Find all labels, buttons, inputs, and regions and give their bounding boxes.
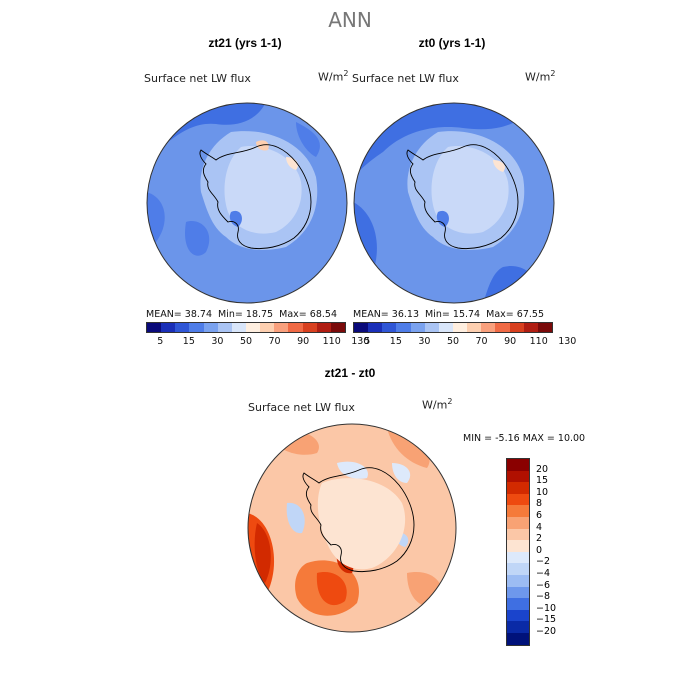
colorbar-swatch <box>507 574 529 587</box>
colorbar-tick-label: 15 <box>182 336 195 347</box>
colorbar-tick-label: 30 <box>418 336 431 347</box>
colorbar-swatch <box>161 323 176 332</box>
colorbar-diff <box>506 458 530 646</box>
colorbar-swatch <box>507 551 529 564</box>
colorbar-tick-label: −15 <box>536 614 557 626</box>
colorbar-tick-label: 0 <box>536 544 543 556</box>
colorbar-zt21 <box>146 322 346 333</box>
colorbar-tick-label: −10 <box>536 602 557 614</box>
colorbar-tick-label: 90 <box>504 336 517 347</box>
units-label-diff: W/m2 <box>422 397 453 412</box>
colorbar-swatch <box>523 323 538 332</box>
colorbar-tick-label: −4 <box>536 568 551 579</box>
colorbar-tick-label: 15 <box>389 336 402 347</box>
colorbar-swatch <box>452 323 468 332</box>
colorbar-tick-label: 10 <box>536 486 549 498</box>
colorbar-tick-label: −2 <box>536 556 551 568</box>
colorbar-swatch <box>507 528 529 541</box>
colorbar-swatch <box>245 323 261 332</box>
colorbar-tick-label: 30 <box>211 336 224 347</box>
colorbar-swatch <box>203 323 218 332</box>
colorbar-swatch <box>507 482 529 494</box>
colorbar-tick-label: 130 <box>351 336 370 347</box>
colorbar-swatch <box>302 323 317 332</box>
colorbar-tick-label: 110 <box>322 336 341 347</box>
colorbar-swatch <box>368 323 383 332</box>
colorbar-tick-label: −20 <box>536 626 557 637</box>
colorbar-tick-label: 4 <box>536 521 543 533</box>
stats-zt0: MEAN= 36.13 Min= 15.74 Max= 67.55 <box>353 309 544 320</box>
colorbar-ticks-zt21: 5 15 30 50 70 90 110 130 <box>146 336 369 348</box>
colorbar-swatch <box>189 323 204 332</box>
colorbar-swatch <box>330 323 345 332</box>
colorbar-swatch <box>507 609 529 622</box>
colorbar-swatch <box>467 323 482 332</box>
colorbar-tick-label: 8 <box>536 498 543 510</box>
colorbar-swatch <box>537 323 552 332</box>
units-label-zt0: W/m2 <box>525 69 556 84</box>
colorbar-ticks-zt0: 5 15 30 50 70 90 110 130 <box>353 336 576 348</box>
colorbar-tick-label: 6 <box>536 510 543 521</box>
colorbar-swatch <box>217 323 232 332</box>
colorbar-tick-label: 70 <box>475 336 488 347</box>
colorbar-swatch <box>507 586 529 599</box>
colorbar-tick-label: 20 <box>536 463 549 475</box>
units-label-zt21: W/m2 <box>318 69 349 84</box>
colorbar-swatch <box>288 323 303 332</box>
colorbar-swatch <box>507 621 529 633</box>
colorbar-labels-diff: 20 15 10 8 6 4 2 0 −2 −4 −6 −8 −10 −15 −20 <box>536 458 576 648</box>
colorbar-tick-label: −6 <box>536 579 551 591</box>
colorbar-zt0 <box>353 322 553 333</box>
colorbar-swatch <box>274 323 289 332</box>
variable-label-zt0: Surface net LW flux <box>352 72 459 85</box>
colorbar-swatch <box>354 323 369 332</box>
colorbar-swatch <box>231 323 246 332</box>
colorbar-swatch <box>424 323 439 332</box>
polar-map-diff <box>247 423 457 633</box>
stats-zt21: MEAN= 38.74 Min= 18.75 Max= 68.54 <box>146 309 337 320</box>
polar-map-zt0 <box>353 102 555 304</box>
colorbar-swatch <box>481 323 496 332</box>
stats-diff: MIN = -5.16 MAX = 10.00 <box>463 433 586 444</box>
colorbar-tick-label: 50 <box>239 336 253 347</box>
colorbar-swatch <box>507 563 529 575</box>
colorbar-swatch <box>509 323 524 332</box>
colorbar-swatch <box>507 459 529 471</box>
panel-title-zt0: zt0 (yrs 1-1) <box>418 36 486 50</box>
colorbar-swatch <box>507 516 529 529</box>
colorbar-swatch <box>507 632 529 645</box>
colorbar-swatch <box>495 323 510 332</box>
colorbar-tick-label: 5 <box>157 336 164 347</box>
colorbar-swatch <box>438 323 453 332</box>
polar-map-zt21 <box>146 102 348 304</box>
colorbar-swatch <box>382 323 397 332</box>
colorbar-swatch <box>507 598 529 610</box>
colorbar-swatch <box>507 493 529 506</box>
panel-title-zt21: zt21 (yrs 1-1) <box>208 36 282 50</box>
colorbar-swatch <box>507 470 529 483</box>
colorbar-swatch <box>507 505 529 517</box>
colorbar-tick-label: −8 <box>536 591 551 603</box>
colorbar-tick-label: 130 <box>558 336 577 347</box>
colorbar-tick-label: 15 <box>536 475 549 487</box>
colorbar-swatch <box>396 323 411 332</box>
colorbar-swatch <box>260 323 275 332</box>
variable-label-diff: Surface net LW flux <box>248 401 355 414</box>
colorbar-swatch <box>507 540 529 552</box>
colorbar-tick-label: 90 <box>297 336 310 347</box>
colorbar-swatch <box>410 323 425 332</box>
page-title: ANN <box>328 8 372 32</box>
colorbar-tick-label: 70 <box>268 336 281 347</box>
colorbar-swatch <box>316 323 331 332</box>
colorbar-tick-label: 2 <box>536 533 543 545</box>
colorbar-tick-label: 5 <box>364 336 371 347</box>
panel-title-diff: zt21 - zt0 <box>324 366 376 380</box>
colorbar-tick-label: 50 <box>446 336 460 347</box>
colorbar-tick-label: 110 <box>529 336 548 347</box>
colorbar-swatch <box>147 323 162 332</box>
variable-label-zt21: Surface net LW flux <box>144 72 251 85</box>
colorbar-swatch <box>175 323 190 332</box>
